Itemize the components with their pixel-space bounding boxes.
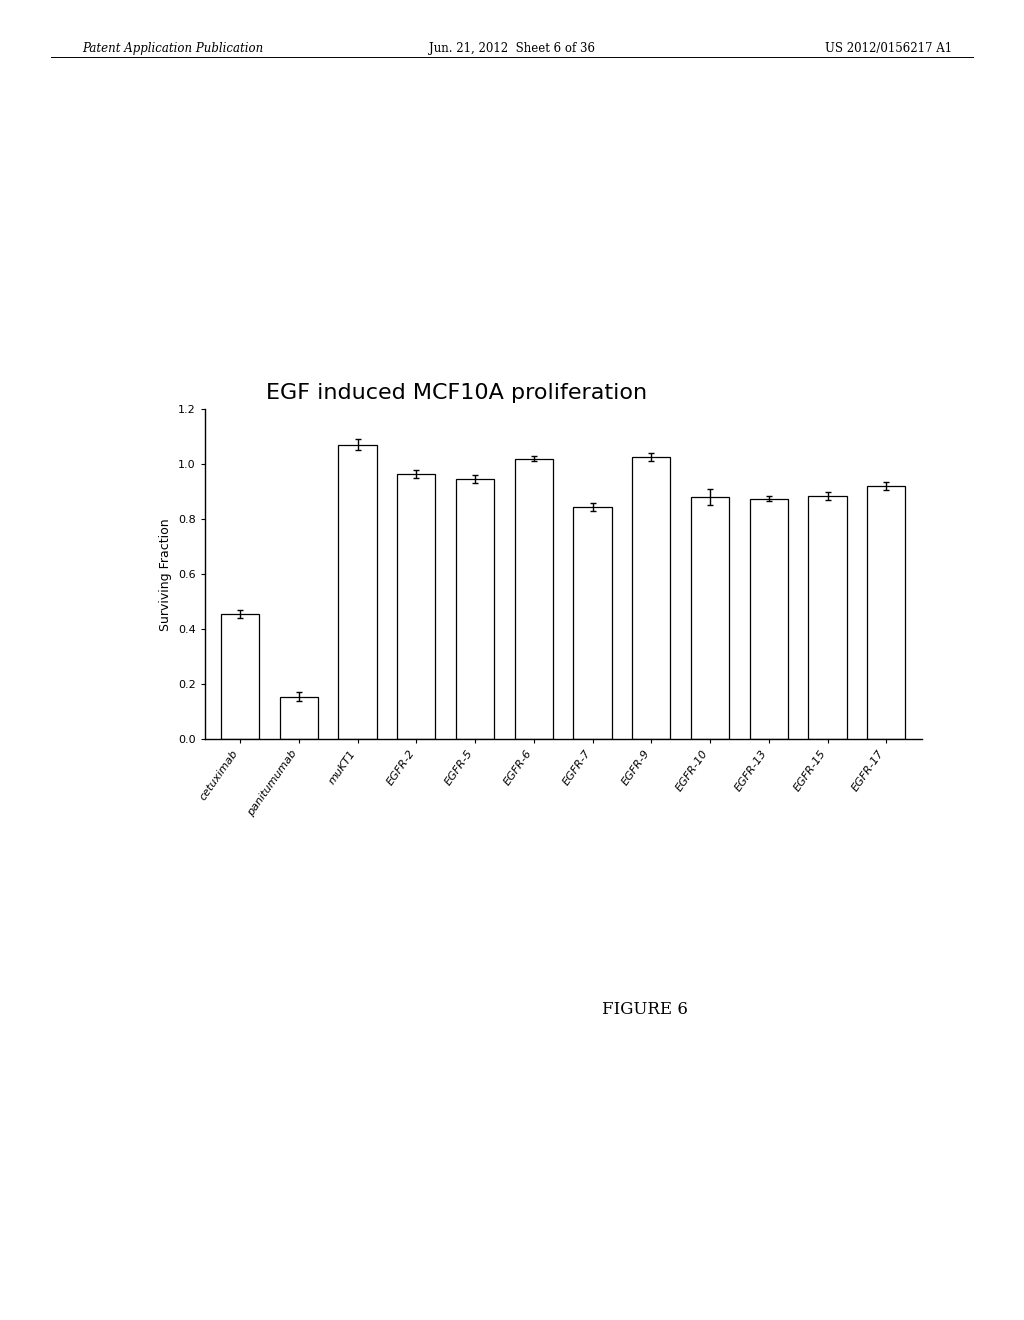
Y-axis label: Surviving Fraction: Surviving Fraction xyxy=(160,517,172,631)
Bar xyxy=(456,479,495,739)
Bar xyxy=(280,697,317,739)
Text: EGF induced MCF10A proliferation: EGF induced MCF10A proliferation xyxy=(266,383,647,403)
Bar xyxy=(632,457,671,739)
Text: FIGURE 6: FIGURE 6 xyxy=(602,1002,688,1018)
Bar xyxy=(750,499,787,739)
Bar xyxy=(691,498,729,739)
Text: US 2012/0156217 A1: US 2012/0156217 A1 xyxy=(825,42,952,55)
Bar xyxy=(809,496,847,739)
Bar xyxy=(221,614,259,739)
Text: Patent Application Publication: Patent Application Publication xyxy=(82,42,263,55)
Bar xyxy=(397,474,435,739)
Bar xyxy=(867,486,905,739)
Text: Jun. 21, 2012  Sheet 6 of 36: Jun. 21, 2012 Sheet 6 of 36 xyxy=(429,42,595,55)
Bar xyxy=(515,459,553,739)
Bar xyxy=(573,507,611,739)
Bar xyxy=(339,445,377,739)
